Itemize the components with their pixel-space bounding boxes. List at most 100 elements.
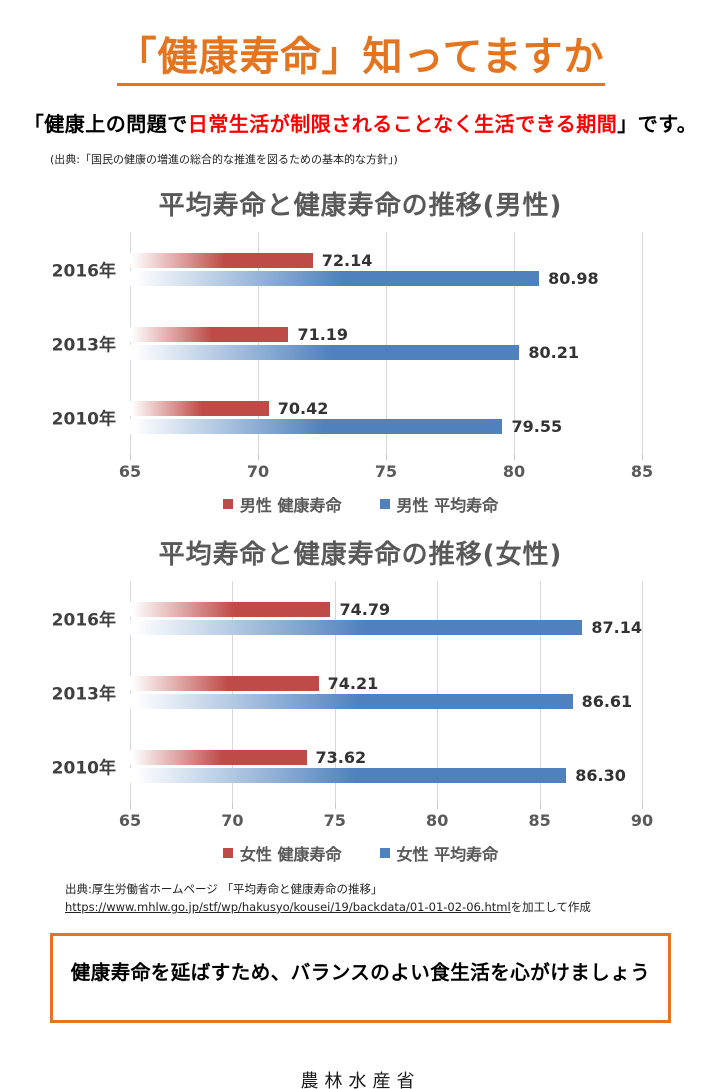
- axis-tick: [258, 454, 259, 460]
- gridline: [334, 581, 336, 803]
- chart-source-suffix: を加工して作成: [510, 899, 591, 914]
- bar-row: 79.55: [130, 416, 642, 436]
- axis-tick: [514, 454, 515, 460]
- axis-tick-label: 80: [426, 811, 449, 830]
- chart-source-link[interactable]: https://www.mhlw.go.jp/stf/wp/hakusyo/ko…: [65, 899, 511, 914]
- page-title: 「健康寿命」知ってますか: [0, 24, 721, 86]
- chart-source-note: 出典:厚生労働省ホームページ 「平均寿命と健康寿命の推移」 https://www…: [65, 881, 661, 917]
- axis-tick: [642, 454, 643, 460]
- legend-label: 女性 健康寿命: [239, 845, 342, 864]
- bar: [130, 400, 269, 416]
- gridline: [386, 232, 387, 454]
- bar: [130, 749, 307, 765]
- bar-group: 2013年 74.21 86.61: [52, 655, 642, 729]
- axis-tick-label: 90: [630, 811, 654, 830]
- bar-value-label: 86.61: [581, 691, 633, 711]
- axis-tick-label: 65: [118, 811, 142, 830]
- bar: [130, 619, 583, 635]
- bar-value-label: 79.55: [511, 416, 563, 436]
- bar-value-label: 74.79: [339, 599, 391, 619]
- axis-tick-label: 65: [118, 462, 142, 481]
- bar: [130, 344, 520, 360]
- bar-value-label: 80.98: [548, 268, 599, 288]
- category-label: 2010年: [51, 409, 116, 430]
- gridline: [130, 581, 131, 803]
- definition-line: 「健康上の問題で日常生活が制限されることなく生活できる期間」です。: [0, 108, 721, 137]
- chart-title-men: 平均寿命と健康寿命の推移(男性): [158, 191, 563, 221]
- gridline: [514, 232, 515, 454]
- bar-row: 87.14: [130, 617, 642, 637]
- gridline: [258, 232, 259, 454]
- gridline: [437, 581, 439, 803]
- axis-tick-label: 70: [246, 462, 270, 481]
- axis-tick: [437, 803, 439, 809]
- category-label: 2013年: [51, 684, 116, 705]
- legend-swatch: [379, 499, 390, 509]
- bar: [130, 601, 331, 617]
- legend-item: 女性 健康寿命: [222, 841, 342, 865]
- legend-label: 女性 平均寿命: [396, 845, 499, 864]
- bar-row: 74.79: [130, 599, 642, 619]
- chart-title-women: 平均寿命と健康寿命の推移(女性): [158, 540, 563, 570]
- axis-tick: [130, 454, 131, 460]
- bar-value-label: 74.21: [327, 673, 379, 693]
- gridline: [539, 581, 541, 803]
- bar: [130, 693, 573, 709]
- axis-tick: [642, 803, 643, 809]
- bar: [130, 418, 503, 434]
- bar: [130, 270, 540, 286]
- bar-row: 71.19: [130, 324, 642, 344]
- definition-suffix: 」です。: [617, 112, 698, 136]
- x-axis-women: 65 70 75 80 85 90: [119, 803, 653, 833]
- plot-area-men: 2016年 72.14 80.98 2013年 71.19 80.21 2010年 70.42…: [52, 232, 643, 454]
- axis-tick: [232, 803, 234, 809]
- bar-value-label: 86.30: [575, 765, 626, 785]
- bar-value-label: 80.21: [528, 342, 579, 362]
- ministry-name: 農林水産省: [300, 1070, 421, 1089]
- bar-value-label: 72.14: [321, 250, 373, 270]
- bar: [130, 675, 319, 691]
- legend-men: 男性 健康寿命 男性 平均寿命: [0, 492, 721, 516]
- gridline: [642, 232, 643, 454]
- bar-row: 86.61: [130, 691, 642, 711]
- gridline: [642, 581, 643, 803]
- bar-group: 2013年 71.19 80.21: [52, 306, 642, 380]
- bar-row: 80.98: [130, 268, 642, 288]
- bar-row: 74.21: [130, 673, 642, 693]
- bar-row: 86.30: [130, 765, 642, 785]
- chart-men: 平均寿命と健康寿命の推移(男性) 2016年 72.14 80.98 2013年 71.…: [0, 185, 721, 516]
- legend-label: 男性 平均寿命: [396, 496, 499, 515]
- legend-swatch: [379, 848, 390, 858]
- bar-value-label: 71.19: [297, 324, 349, 344]
- legend-item: 男性 平均寿命: [379, 492, 499, 516]
- legend-women: 女性 健康寿命 女性 平均寿命: [0, 841, 721, 865]
- gridline: [130, 232, 131, 454]
- category-label: 2016年: [51, 261, 116, 282]
- axis-tick-label: 70: [221, 811, 244, 830]
- axis-tick-label: 75: [323, 811, 346, 830]
- axis-tick: [386, 454, 387, 460]
- plot-area-women: 2016年 74.79 87.14 2013年 74.21 86.61 2010年 73.62…: [52, 581, 643, 803]
- page-title-text: 「健康寿命」知ってますか: [116, 34, 605, 86]
- bar: [130, 252, 313, 268]
- chart-source-prefix: 出典:厚生労働省ホームページ 「平均寿命と健康寿命の推移」: [65, 882, 383, 896]
- definition-prefix: 「健康上の問題で: [23, 112, 188, 136]
- bar-value-label: 87.14: [591, 617, 642, 637]
- legend-item: 男性 健康寿命: [222, 492, 342, 516]
- bar-group: 2016年 72.14 80.98: [52, 232, 642, 306]
- bar-group: 2016年 74.79 87.14: [52, 581, 642, 655]
- axis-tick-label: 80: [502, 462, 526, 481]
- category-label: 2010年: [51, 758, 116, 779]
- advice-box: 健康寿命を延ばすため、バランスのよい食生活を心がけましょう: [50, 932, 671, 1023]
- definition-highlight: 日常生活が制限されることなく生活できる期間: [187, 112, 618, 136]
- bar: [130, 326, 289, 342]
- legend-swatch: [222, 848, 233, 858]
- bar-value-label: 73.62: [315, 747, 367, 767]
- gridline: [232, 581, 234, 803]
- bar: [130, 767, 567, 783]
- axis-tick-label: 75: [374, 462, 398, 481]
- x-axis-men: 65 70 75 80 85: [119, 454, 653, 484]
- bar-row: 80.21: [130, 342, 642, 362]
- category-label: 2016年: [51, 610, 116, 631]
